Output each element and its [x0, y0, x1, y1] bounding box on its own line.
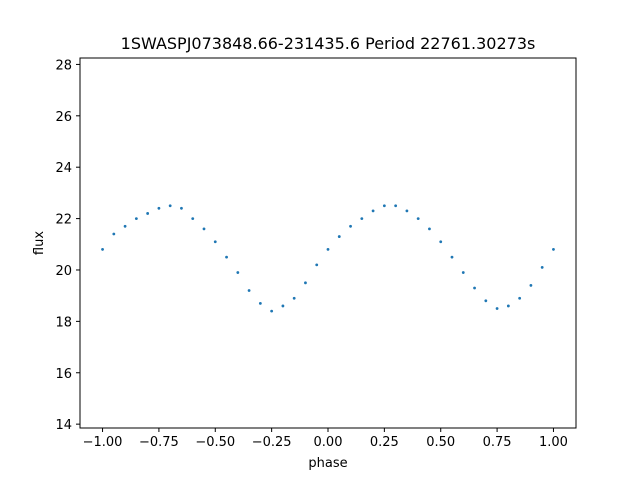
scatter-point [518, 296, 522, 300]
scatter-point [552, 248, 555, 251]
scatter-point [337, 235, 341, 238]
scatter-point [101, 248, 104, 251]
scatter-point [225, 255, 228, 259]
y-tick-label: 24 [55, 161, 72, 176]
scatter-point [382, 204, 386, 208]
scatter-point [304, 281, 307, 285]
scatter-point [506, 304, 510, 308]
scatter-point [495, 307, 499, 310]
x-tick-label: −0.25 [252, 435, 292, 450]
scatter-point [484, 299, 488, 303]
scatter-point [360, 217, 364, 220]
scatter-point [416, 217, 420, 220]
y-tick-label: 26 [55, 110, 72, 125]
scatter-point [315, 263, 319, 267]
y-tick-label: 20 [55, 264, 72, 279]
x-tick-label: −0.50 [195, 435, 235, 450]
scatter-point [405, 209, 409, 213]
y-tick-label: 14 [55, 418, 72, 433]
x-tick-label: 0.25 [370, 435, 399, 450]
scatter-point [349, 224, 352, 228]
y-tick-label: 28 [55, 58, 72, 73]
scatter-point [439, 240, 443, 244]
scatter-point [428, 227, 431, 231]
chart-title: 1SWASPJ073848.66-231435.6 Period 22761.3… [121, 34, 536, 53]
y-axis: 14 16 18 20 22 24 26 28 [55, 58, 80, 433]
scatter-point [450, 255, 454, 259]
scatter-point [394, 204, 398, 208]
x-axis-label: phase [308, 456, 347, 471]
y-tick-label: 16 [55, 367, 72, 382]
scatter-point [180, 206, 183, 210]
scatter-point [134, 217, 138, 220]
scatter-point [461, 271, 465, 274]
y-tick-label: 18 [55, 315, 72, 330]
scatter-point [326, 248, 330, 251]
y-axis-label: flux [32, 231, 47, 255]
x-axis: −1.00 −0.75 −0.50 −0.25 0.00 0.25 0.50 0.75 1.00 [83, 428, 568, 450]
scatter-point [258, 301, 262, 305]
scatter-point [202, 227, 206, 231]
scatter-point [213, 240, 217, 244]
x-tick-label: 0.75 [483, 435, 512, 450]
x-tick-label: 0.50 [426, 435, 455, 450]
scatter-points [101, 204, 555, 313]
scatter-point [371, 209, 375, 213]
scatter-point [270, 309, 274, 313]
scatter-point [236, 271, 240, 274]
scatter-point [146, 212, 150, 215]
scatter-point [157, 206, 161, 210]
scatter-point [123, 224, 127, 228]
scatter-point [191, 217, 195, 220]
scatter-point [168, 204, 172, 208]
x-tick-label: 1.00 [539, 435, 568, 450]
x-tick-label: −1.00 [83, 435, 123, 450]
scatter-point [292, 296, 296, 300]
scatter-point [540, 266, 544, 269]
scatter-point [473, 286, 476, 290]
scatter-point [281, 304, 285, 308]
x-tick-label: −0.75 [139, 435, 179, 450]
scatter-point [529, 284, 533, 287]
scatter-point [247, 289, 251, 292]
y-tick-label: 22 [55, 213, 72, 228]
x-tick-label: 0.00 [314, 435, 343, 450]
scatter-point [112, 232, 116, 236]
